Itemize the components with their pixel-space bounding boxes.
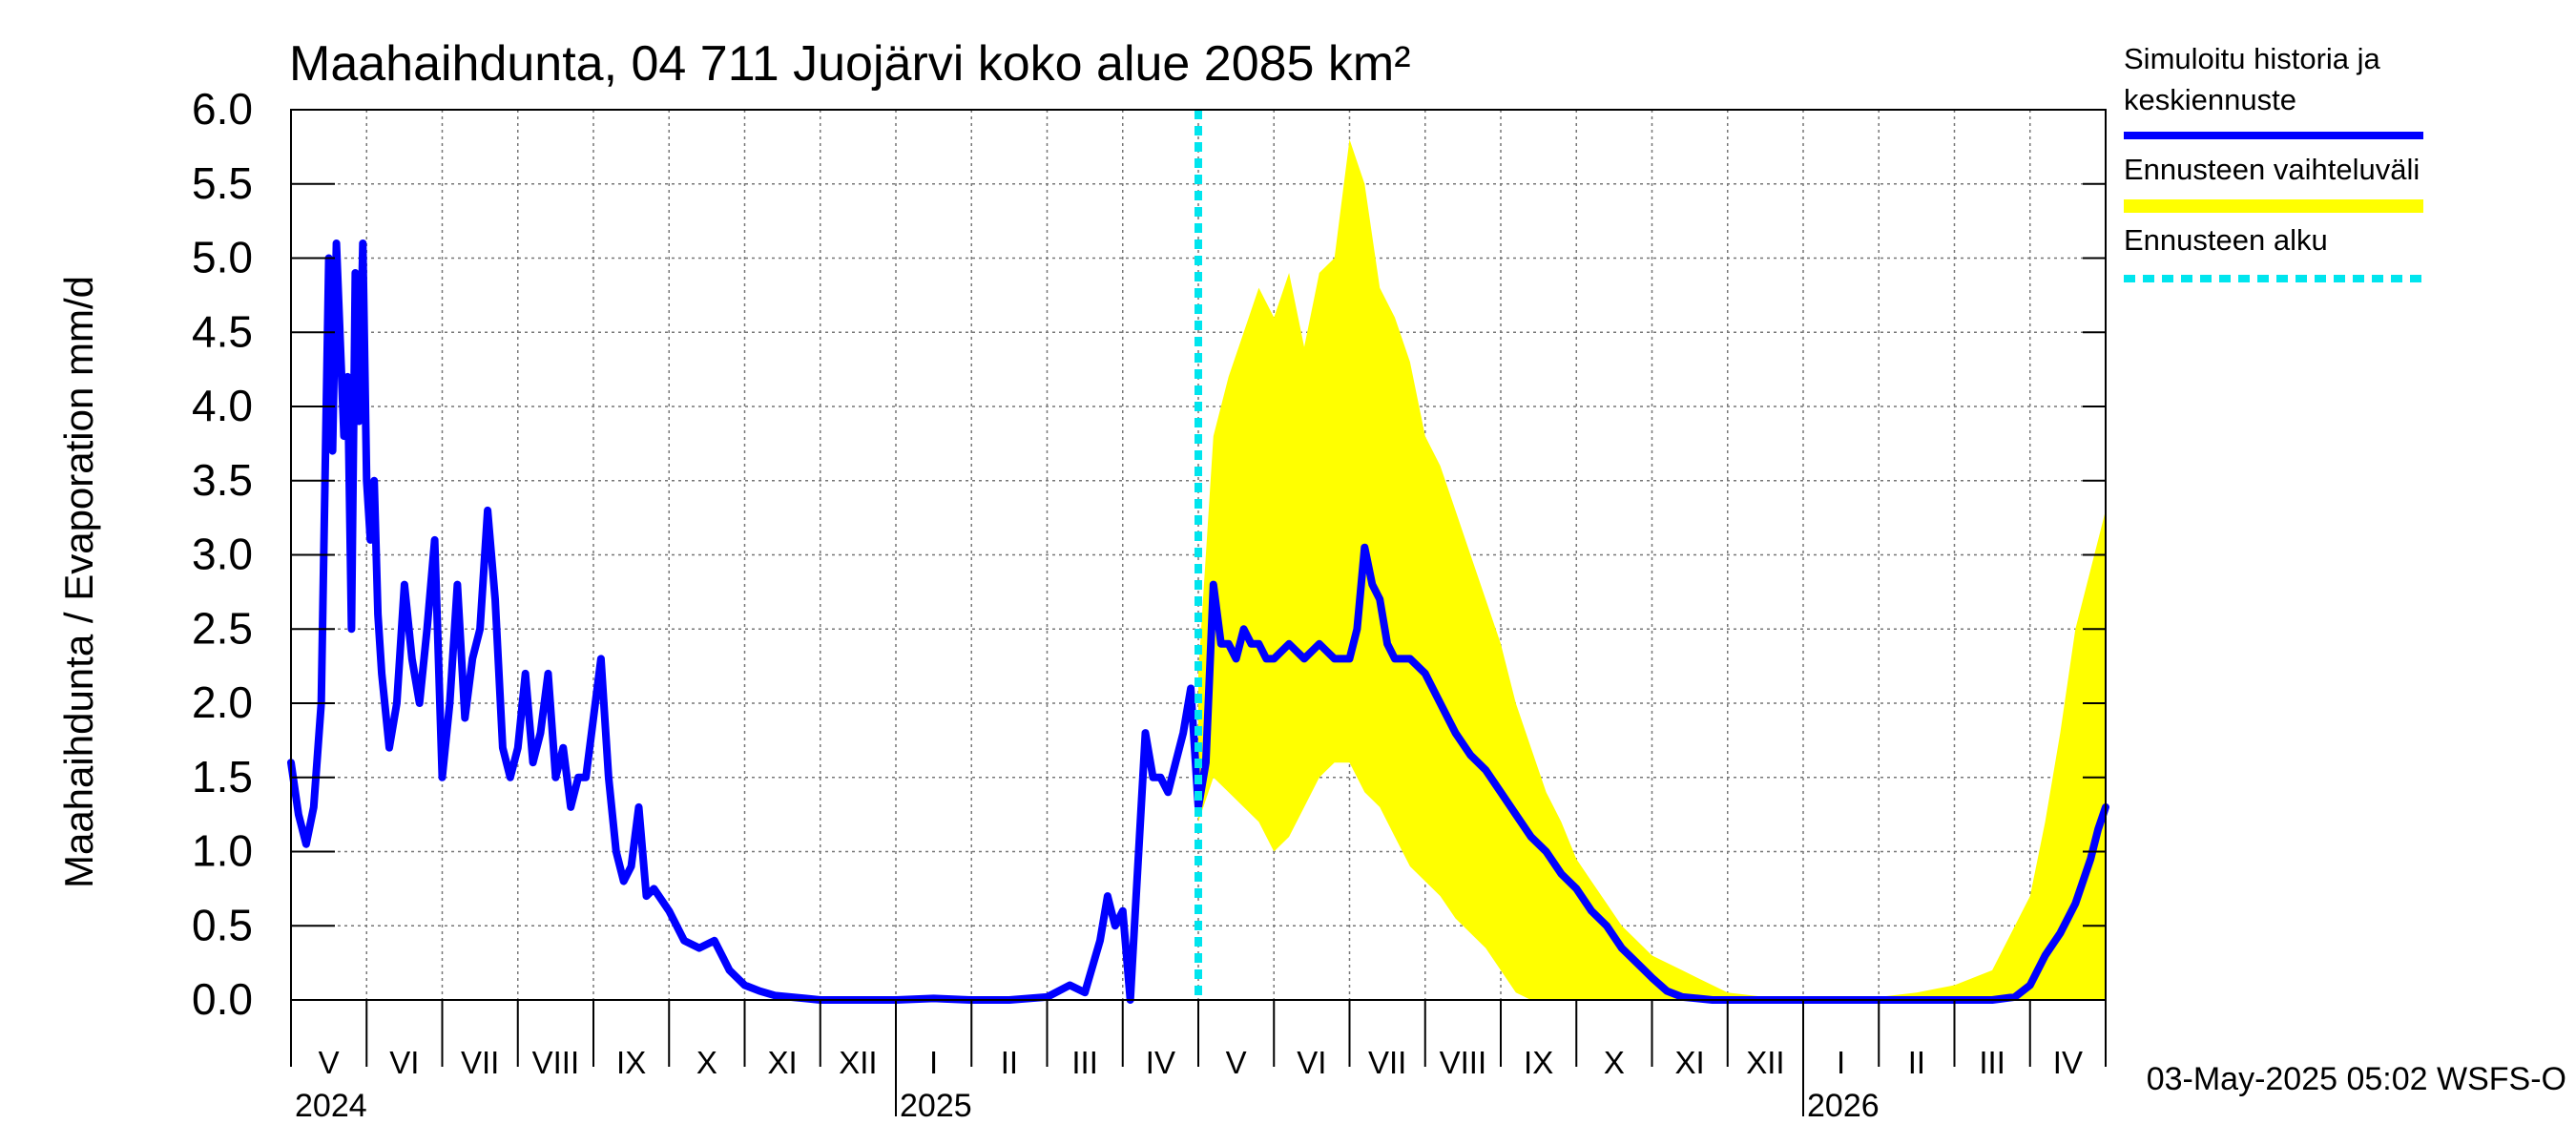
y-tick-label: 3.0 xyxy=(192,530,253,579)
month-label: II xyxy=(1908,1045,1925,1080)
month-label: III xyxy=(1071,1045,1098,1080)
year-label: 2024 xyxy=(295,1088,367,1124)
y-tick-label: 1.0 xyxy=(192,826,253,876)
y-tick-label: 0.5 xyxy=(192,900,253,949)
month-label: XI xyxy=(768,1045,798,1080)
month-label: I xyxy=(1837,1045,1845,1080)
y-tick-label: 4.0 xyxy=(192,381,253,430)
month-label: VIII xyxy=(532,1045,580,1080)
legend-label: Simuloitu historia ja xyxy=(2124,42,2381,75)
x-axis: V VI VII VIII IX X XI XII I II III IV V VI VII VIII IX X X… xyxy=(290,1000,2107,1124)
y-axis: 0.0 0.5 1.0 1.5 2.0 2.5 3.0 3.5 4.0 4.5 5.0 5.5 6.0 xyxy=(192,84,2106,1024)
month-label: VI xyxy=(1297,1045,1326,1080)
y-axis-label: Maahaihdunta / Evaporation mm/d xyxy=(56,276,101,888)
month-label: IV xyxy=(2053,1045,2083,1080)
month-label: VII xyxy=(461,1045,499,1080)
y-tick-label: 0.0 xyxy=(192,974,253,1024)
y-tick-label: 3.5 xyxy=(192,455,253,505)
month-label: XII xyxy=(839,1045,877,1080)
y-tick-label: 5.5 xyxy=(192,158,253,208)
month-label: VII xyxy=(1368,1045,1406,1080)
series-layer xyxy=(287,239,2109,1004)
legend: Simuloitu historia ja keskiennuste Ennuste… xyxy=(2124,42,2423,282)
legend-label: Ennusteen vaihteluväli xyxy=(2124,153,2420,186)
legend-label: keskiennuste xyxy=(2124,83,2296,116)
month-label: X xyxy=(696,1045,717,1080)
year-label: 2026 xyxy=(1807,1088,1880,1124)
grid-lines xyxy=(291,110,2106,1000)
month-label: IX xyxy=(616,1045,646,1080)
month-label: II xyxy=(1001,1045,1018,1080)
month-label: III xyxy=(1979,1045,2005,1080)
y-tick-label: 2.5 xyxy=(192,603,253,653)
timestamp: 03-May-2025 05:02 WSFS-O xyxy=(2147,1061,2566,1097)
y-tick-label: 2.0 xyxy=(192,677,253,727)
y-tick-label: 4.5 xyxy=(192,306,253,356)
month-label: XI xyxy=(1675,1045,1705,1080)
y-tick-label: 6.0 xyxy=(192,84,253,134)
y-tick-label: 1.5 xyxy=(192,752,253,802)
legend-label: Ennusteen alku xyxy=(2124,223,2328,257)
month-label: VI xyxy=(389,1045,419,1080)
month-label: XII xyxy=(1746,1045,1784,1080)
month-label: V xyxy=(319,1045,340,1080)
y-tick-label: 5.0 xyxy=(192,233,253,282)
month-label: I xyxy=(929,1045,938,1080)
month-label: VIII xyxy=(1440,1045,1487,1080)
month-label: IX xyxy=(1524,1045,1553,1080)
series-line xyxy=(287,239,2109,1004)
forecast-band-area xyxy=(1198,139,2106,1001)
month-label: X xyxy=(1604,1045,1625,1080)
chart-title: Maahaihdunta, 04 711 Juojärvi koko alue … xyxy=(289,36,1411,92)
year-label: 2025 xyxy=(900,1088,972,1124)
month-label: IV xyxy=(1146,1045,1175,1080)
forecast-range-band xyxy=(1198,139,2106,1001)
month-label: V xyxy=(1226,1045,1247,1080)
